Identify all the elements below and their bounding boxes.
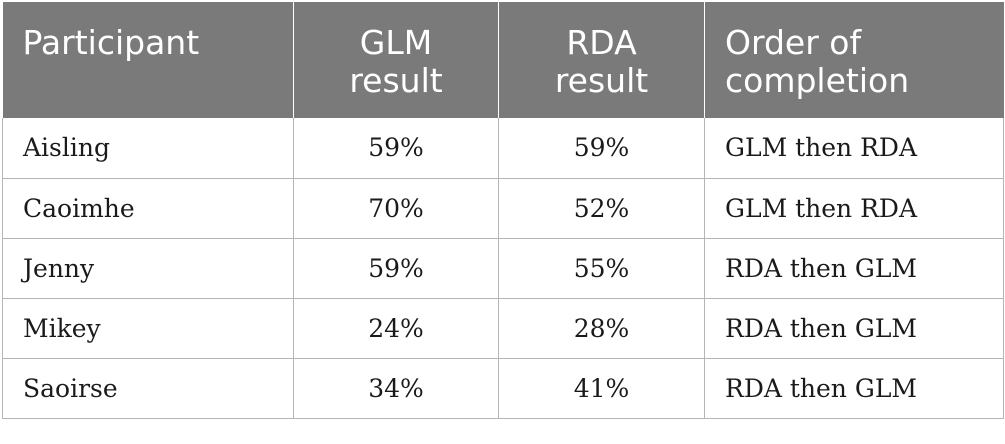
cell-order: RDA then GLM xyxy=(704,358,1004,419)
cell-glm-result: 34% xyxy=(293,358,499,419)
cell-glm-result: 24% xyxy=(293,298,499,359)
table-row: Aisling 59% 59% GLM then RDA xyxy=(2,118,1004,179)
cell-glm-result: 59% xyxy=(293,238,499,299)
table-row: Caoimhe 70% 52% GLM then RDA xyxy=(2,178,1004,239)
cell-rda-result: 55% xyxy=(498,238,705,299)
header-rda-line1: RDA xyxy=(566,23,637,62)
cell-order: GLM then RDA xyxy=(704,178,1004,239)
header-order-line2: completion xyxy=(725,61,910,100)
header-glm-line2: result xyxy=(349,61,443,100)
cell-participant: Saoirse xyxy=(2,358,294,419)
cell-participant: Caoimhe xyxy=(2,178,294,239)
header-participant: Participant xyxy=(2,2,294,118)
header-row: Participant GLM result RDA result Order of… xyxy=(2,2,1004,118)
results-table: Participant GLM result RDA result Order of… xyxy=(2,2,1004,419)
cell-participant: Jenny xyxy=(2,238,294,299)
header-order-line1: Order of xyxy=(725,23,862,62)
header-rda-result: RDA result xyxy=(498,2,705,118)
header-participant-label: Participant xyxy=(22,23,200,62)
header-order-of-completion: Order of completion xyxy=(704,2,1004,118)
cell-glm-result: 70% xyxy=(293,178,499,239)
cell-order: RDA then GLM xyxy=(704,298,1004,359)
cell-order: RDA then GLM xyxy=(704,238,1004,299)
header-order-label: Order of completion xyxy=(705,2,1004,100)
table-body: Aisling 59% 59% GLM then RDA Caoimhe 70%… xyxy=(2,118,1004,419)
cell-order: GLM then RDA xyxy=(704,118,1004,179)
cell-participant: Aisling xyxy=(2,118,294,179)
header-rda-line2: result xyxy=(554,61,649,100)
cell-rda-result: 52% xyxy=(498,178,705,239)
cell-rda-result: 59% xyxy=(498,118,705,179)
table-row: Jenny 59% 55% RDA then GLM xyxy=(2,238,1004,299)
table-row: Saoirse 34% 41% RDA then GLM xyxy=(2,358,1004,419)
cell-participant: Mikey xyxy=(2,298,294,359)
cell-glm-result: 59% xyxy=(293,118,499,179)
header-rda-label: RDA result xyxy=(499,2,704,100)
table-row: Mikey 24% 28% RDA then GLM xyxy=(2,298,1004,359)
cell-rda-result: 28% xyxy=(498,298,705,359)
table-header: Participant GLM result RDA result Order of… xyxy=(2,2,1004,118)
cell-rda-result: 41% xyxy=(498,358,705,419)
header-glm-line1: GLM xyxy=(359,23,433,62)
header-glm-result: GLM result xyxy=(293,2,499,118)
header-glm-label: GLM result xyxy=(294,2,498,100)
